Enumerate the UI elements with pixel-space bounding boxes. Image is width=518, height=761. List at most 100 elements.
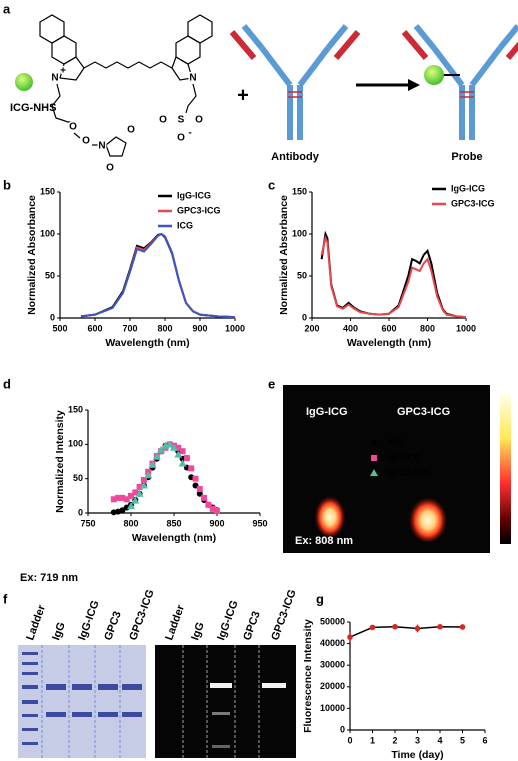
atom-label: O [69, 122, 77, 133]
lane-label: Ladder [24, 603, 48, 642]
atom-label: O [82, 136, 90, 147]
data-point [135, 489, 144, 497]
data-point [214, 507, 220, 514]
data-point [347, 634, 353, 640]
lane-label: IgG-ICG [215, 599, 240, 642]
x-tick-label: 900 [192, 323, 207, 333]
data-point [119, 494, 126, 501]
x-tick-label: 6 [482, 735, 487, 745]
atom-label: O [159, 115, 167, 126]
panel-label: g [316, 591, 324, 606]
x-tick-label: 950 [252, 518, 267, 528]
data-point [144, 471, 153, 479]
gel-bands [22, 652, 142, 745]
data-point [178, 459, 187, 467]
y-tick-label: 100 [40, 228, 55, 238]
legend-label: IgG-ICG [177, 190, 211, 200]
x-tick-label: 800 [123, 518, 138, 528]
chemical-structure [39, 14, 213, 157]
legend-label: GPC3-ICG [387, 467, 431, 477]
glow-spot [408, 494, 448, 542]
x-tick-label: 500 [52, 323, 67, 333]
x-axis-title: Time (day) [391, 749, 443, 761]
x-tick-label: 1 [370, 735, 375, 745]
data-point [209, 505, 216, 512]
data-point [127, 502, 135, 510]
probe-label: Probe [451, 151, 482, 163]
atom-label: O [195, 115, 203, 126]
lane-label: GPC3-ICG [127, 588, 156, 642]
y-tick-label: 0 [78, 507, 83, 517]
x-tick-label: 5 [460, 735, 465, 745]
y-tick-label: 150 [68, 404, 83, 414]
data-point [132, 489, 139, 496]
atom-label: O [177, 133, 185, 144]
y-tick-label: 50 [45, 270, 55, 280]
x-tick-label: 850 [166, 518, 181, 528]
data-point [148, 460, 157, 468]
y-tick-label: 50 [73, 473, 83, 483]
panel-label: f [3, 591, 8, 606]
atom-label: - [188, 128, 191, 139]
data-point [157, 445, 166, 453]
data-point [201, 494, 208, 501]
y-tick-label: 150 [292, 186, 307, 196]
atom-label: N [51, 73, 58, 84]
x-tick-label: 700 [122, 323, 137, 333]
data-point [205, 501, 212, 508]
arrow-head [408, 79, 420, 91]
atom-label: O [127, 125, 135, 136]
glow-spot [314, 493, 346, 537]
atom-label: + [60, 66, 66, 77]
atom-label: O [106, 163, 114, 174]
panel-label: d [3, 376, 11, 391]
image-label: GPC3-ICG [397, 406, 450, 418]
image-label: IgG-ICG [306, 406, 348, 418]
y-tick-label: 40000 [320, 638, 345, 648]
gel-bands [210, 683, 286, 748]
series-line [80, 232, 236, 319]
reagent-label: ICG-NHS [10, 102, 56, 114]
y-axis-title: Fluorescence Intensity [302, 619, 314, 733]
legend-label: IgG-ICG [451, 183, 485, 193]
data-point [188, 465, 195, 472]
data-point [115, 494, 122, 501]
lane-label: IgG-ICG [76, 599, 101, 642]
x-tick-label: 800 [157, 323, 172, 333]
data-point [136, 483, 143, 490]
lane-label: Ladder [163, 603, 187, 642]
data-point [128, 492, 134, 499]
data-point [123, 496, 130, 503]
atom-label: N [189, 73, 196, 84]
data-point [392, 623, 398, 630]
y-axis-title: Normalized Absorbance [26, 195, 38, 315]
lane-label: IgG [189, 621, 207, 642]
y-tick-label: 10000 [320, 703, 345, 713]
legend-label: IgG-ICG [387, 452, 421, 462]
data-point [131, 496, 140, 504]
plus-sign: + [237, 84, 249, 106]
legend-label: GPC3-ICG [451, 198, 495, 208]
antibody-label: Antibody [271, 151, 320, 163]
x-tick-label: 3 [415, 735, 420, 745]
lane-label: GPC3-ICG [269, 588, 298, 642]
data-point [140, 477, 147, 484]
legend-marker [371, 440, 377, 446]
lane-label: IgG [50, 621, 68, 642]
x-tick-label: 600 [381, 323, 396, 333]
y-tick-label: 150 [40, 186, 55, 196]
x-axis-title: Wavelength (nm) [105, 337, 189, 349]
atom-label: N [98, 141, 105, 152]
series-line [80, 232, 236, 319]
excitation-label: Ex: 808 nm [295, 535, 353, 547]
y-tick-label: 30000 [320, 660, 345, 670]
y-tick-label: 0 [50, 312, 55, 322]
x-axis-title: Wavelength (nm) [347, 337, 431, 349]
data-point [152, 452, 161, 460]
y-tick-label: 100 [68, 439, 83, 449]
series-line [349, 626, 463, 638]
y-tick-label: 0 [302, 312, 307, 322]
x-tick-label: 1000 [456, 323, 476, 333]
y-axis-title: Normalized Intensity [54, 410, 66, 513]
